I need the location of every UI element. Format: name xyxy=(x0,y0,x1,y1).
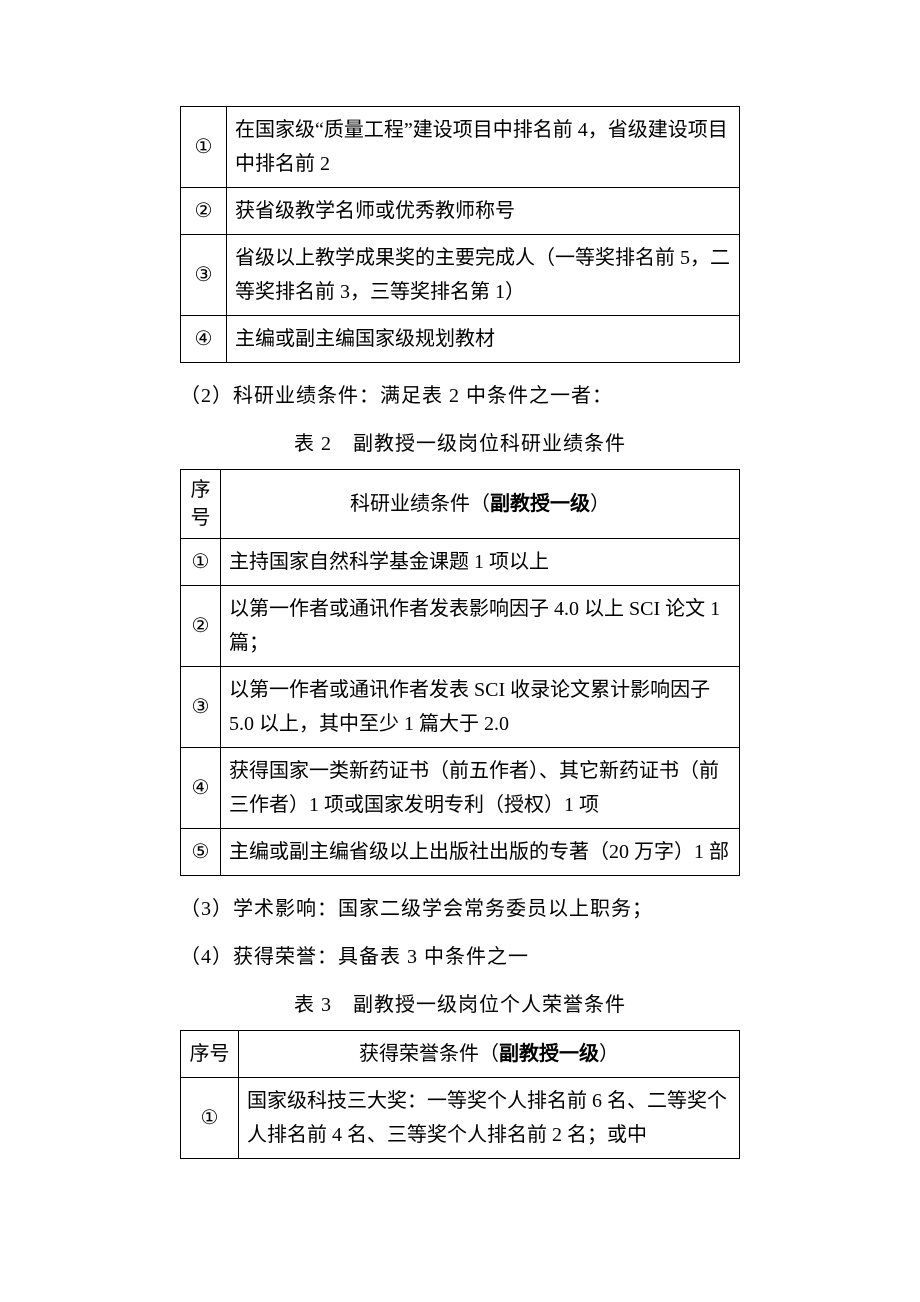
row-number: ② xyxy=(181,188,227,235)
row-content: 主编或副主编省级以上出版社出版的专著（20 万字）1 部 xyxy=(221,829,740,876)
header-title-bold: 副教授一级 xyxy=(490,493,590,515)
table-2-caption: 表 2 副教授一级岗位科研业绩条件 xyxy=(180,425,740,463)
row-number: ① xyxy=(181,539,221,586)
document-page: ① 在国家级“质量工程”建设项目中排名前 4，省级建设项目中排名前 2 ② 获省… xyxy=(0,0,920,1273)
row-number: ⑤ xyxy=(181,829,221,876)
row-number: ① xyxy=(181,107,227,188)
header-title-suffix: ） xyxy=(590,493,610,515)
header-title-suffix: ） xyxy=(599,1043,619,1065)
table-row: ⑤ 主编或副主编省级以上出版社出版的专著（20 万字）1 部 xyxy=(181,829,740,876)
table-row: ③ 以第一作者或通讯作者发表 SCI 收录论文累计影响因子 5.0 以上，其中至… xyxy=(181,667,740,748)
table-row: ① 主持国家自然科学基金课题 1 项以上 xyxy=(181,539,740,586)
row-content: 获得国家一类新药证书（前五作者）、其它新药证书（前三作者）1 项或国家发明专利（… xyxy=(221,748,740,829)
row-content: 获省级教学名师或优秀教师称号 xyxy=(227,188,740,235)
paragraph-condition-3: （3）学术影响：国家二级学会常务委员以上职务； xyxy=(180,890,740,928)
table-2: 序号 科研业绩条件（副教授一级） ① 主持国家自然科学基金课题 1 项以上 ② … xyxy=(180,469,740,876)
table-row: ④ 主编或副主编国家级规划教材 xyxy=(181,316,740,363)
row-content: 国家级科技三大奖：一等奖个人排名前 6 名、二等奖个人排名前 4 名、三等奖个人… xyxy=(239,1078,740,1159)
table-header-row: 序号 科研业绩条件（副教授一级） xyxy=(181,470,740,539)
row-number: ① xyxy=(181,1078,239,1159)
row-content: 以第一作者或通讯作者发表 SCI 收录论文累计影响因子 5.0 以上，其中至少 … xyxy=(221,667,740,748)
row-content: 在国家级“质量工程”建设项目中排名前 4，省级建设项目中排名前 2 xyxy=(227,107,740,188)
header-title-bold: 副教授一级 xyxy=(499,1043,599,1065)
row-number: ④ xyxy=(181,748,221,829)
header-title: 获得荣誉条件（副教授一级） xyxy=(239,1031,740,1078)
header-num-label: 序号 xyxy=(181,470,221,539)
table-header-row: 序号 获得荣誉条件（副教授一级） xyxy=(181,1031,740,1078)
row-number: ④ xyxy=(181,316,227,363)
row-content: 主持国家自然科学基金课题 1 项以上 xyxy=(221,539,740,586)
table-row: ④ 获得国家一类新药证书（前五作者）、其它新药证书（前三作者）1 项或国家发明专… xyxy=(181,748,740,829)
table-row: ② 获省级教学名师或优秀教师称号 xyxy=(181,188,740,235)
row-content: 以第一作者或通讯作者发表影响因子 4.0 以上 SCI 论文 1 篇； xyxy=(221,586,740,667)
table-row: ② 以第一作者或通讯作者发表影响因子 4.0 以上 SCI 论文 1 篇； xyxy=(181,586,740,667)
row-number: ② xyxy=(181,586,221,667)
row-content: 主编或副主编国家级规划教材 xyxy=(227,316,740,363)
row-content: 省级以上教学成果奖的主要完成人（一等奖排名前 5，二等奖排名前 3，三等奖排名第… xyxy=(227,235,740,316)
table-row: ① 国家级科技三大奖：一等奖个人排名前 6 名、二等奖个人排名前 4 名、三等奖… xyxy=(181,1078,740,1159)
table-row: ① 在国家级“质量工程”建设项目中排名前 4，省级建设项目中排名前 2 xyxy=(181,107,740,188)
row-number: ③ xyxy=(181,235,227,316)
paragraph-condition-2: （2）科研业绩条件：满足表 2 中条件之一者： xyxy=(180,377,740,415)
row-number: ③ xyxy=(181,667,221,748)
header-num-label: 序号 xyxy=(181,1031,239,1078)
paragraph-condition-4: （4）获得荣誉：具备表 3 中条件之一 xyxy=(180,938,740,976)
table-row: ③ 省级以上教学成果奖的主要完成人（一等奖排名前 5，二等奖排名前 3，三等奖排… xyxy=(181,235,740,316)
table-3-caption: 表 3 副教授一级岗位个人荣誉条件 xyxy=(180,986,740,1024)
table-1: ① 在国家级“质量工程”建设项目中排名前 4，省级建设项目中排名前 2 ② 获省… xyxy=(180,106,740,363)
header-title-prefix: 科研业绩条件（ xyxy=(350,493,490,515)
header-title-prefix: 获得荣誉条件（ xyxy=(359,1043,499,1065)
table-3: 序号 获得荣誉条件（副教授一级） ① 国家级科技三大奖：一等奖个人排名前 6 名… xyxy=(180,1030,740,1159)
header-title: 科研业绩条件（副教授一级） xyxy=(221,470,740,539)
